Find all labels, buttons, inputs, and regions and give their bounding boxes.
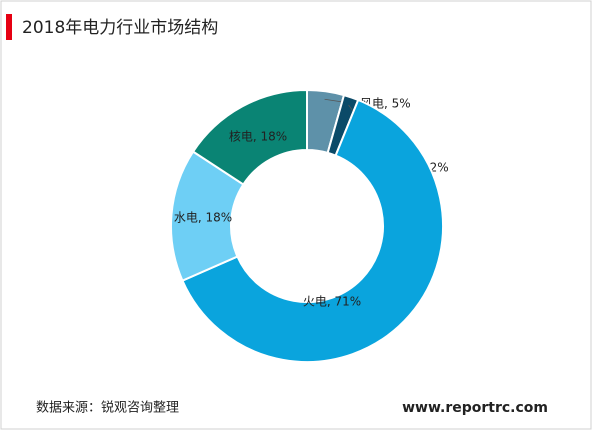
donut: 风电, 5%光伏, 2%火电, 71%水电, 18%核电, 18% <box>170 88 449 363</box>
title-marker <box>6 14 12 40</box>
source: 数据来源：锐观咨询整理 <box>36 401 179 416</box>
data-label: 水电, 18% <box>174 211 232 225</box>
data-label: 核电, 18% <box>229 130 287 144</box>
data-label: 火电, 71% <box>303 295 361 309</box>
donut-slice <box>191 88 308 186</box>
frame <box>0 0 592 430</box>
donut-slice <box>181 98 444 363</box>
chart-title: 2018年电力行业市场结构 <box>22 18 218 38</box>
website: www.reportrc.com <box>402 400 548 416</box>
